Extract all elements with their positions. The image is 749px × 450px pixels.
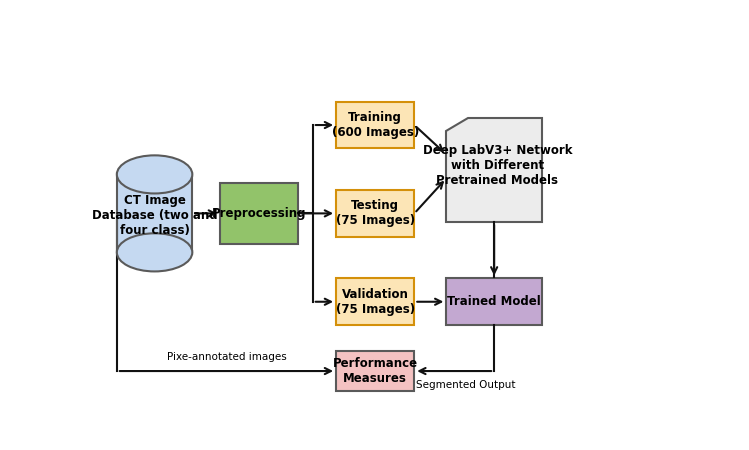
FancyBboxPatch shape: [117, 175, 192, 252]
Text: Performance
Measures: Performance Measures: [333, 357, 418, 385]
FancyBboxPatch shape: [336, 102, 414, 148]
FancyBboxPatch shape: [220, 183, 298, 244]
Text: Validation
(75 Images): Validation (75 Images): [336, 288, 415, 316]
Text: CT Image
Database (two and
four class): CT Image Database (two and four class): [92, 194, 217, 237]
Text: Segmented Output: Segmented Output: [416, 380, 515, 390]
Ellipse shape: [117, 233, 192, 271]
Text: Trained Model: Trained Model: [447, 295, 541, 308]
FancyBboxPatch shape: [336, 190, 414, 237]
Text: Training
(600 Images): Training (600 Images): [332, 111, 419, 139]
Polygon shape: [446, 118, 542, 222]
FancyBboxPatch shape: [336, 351, 414, 391]
Text: Pixe-annotated images: Pixe-annotated images: [166, 352, 286, 362]
Text: Preprocessing: Preprocessing: [212, 207, 306, 220]
Ellipse shape: [117, 155, 192, 194]
Text: Deep LabV3+ Network
with Different
Pretrained Models: Deep LabV3+ Network with Different Pretr…: [422, 144, 572, 187]
Text: Testing
(75 Images): Testing (75 Images): [336, 199, 415, 227]
FancyBboxPatch shape: [336, 279, 414, 325]
FancyBboxPatch shape: [446, 279, 542, 325]
